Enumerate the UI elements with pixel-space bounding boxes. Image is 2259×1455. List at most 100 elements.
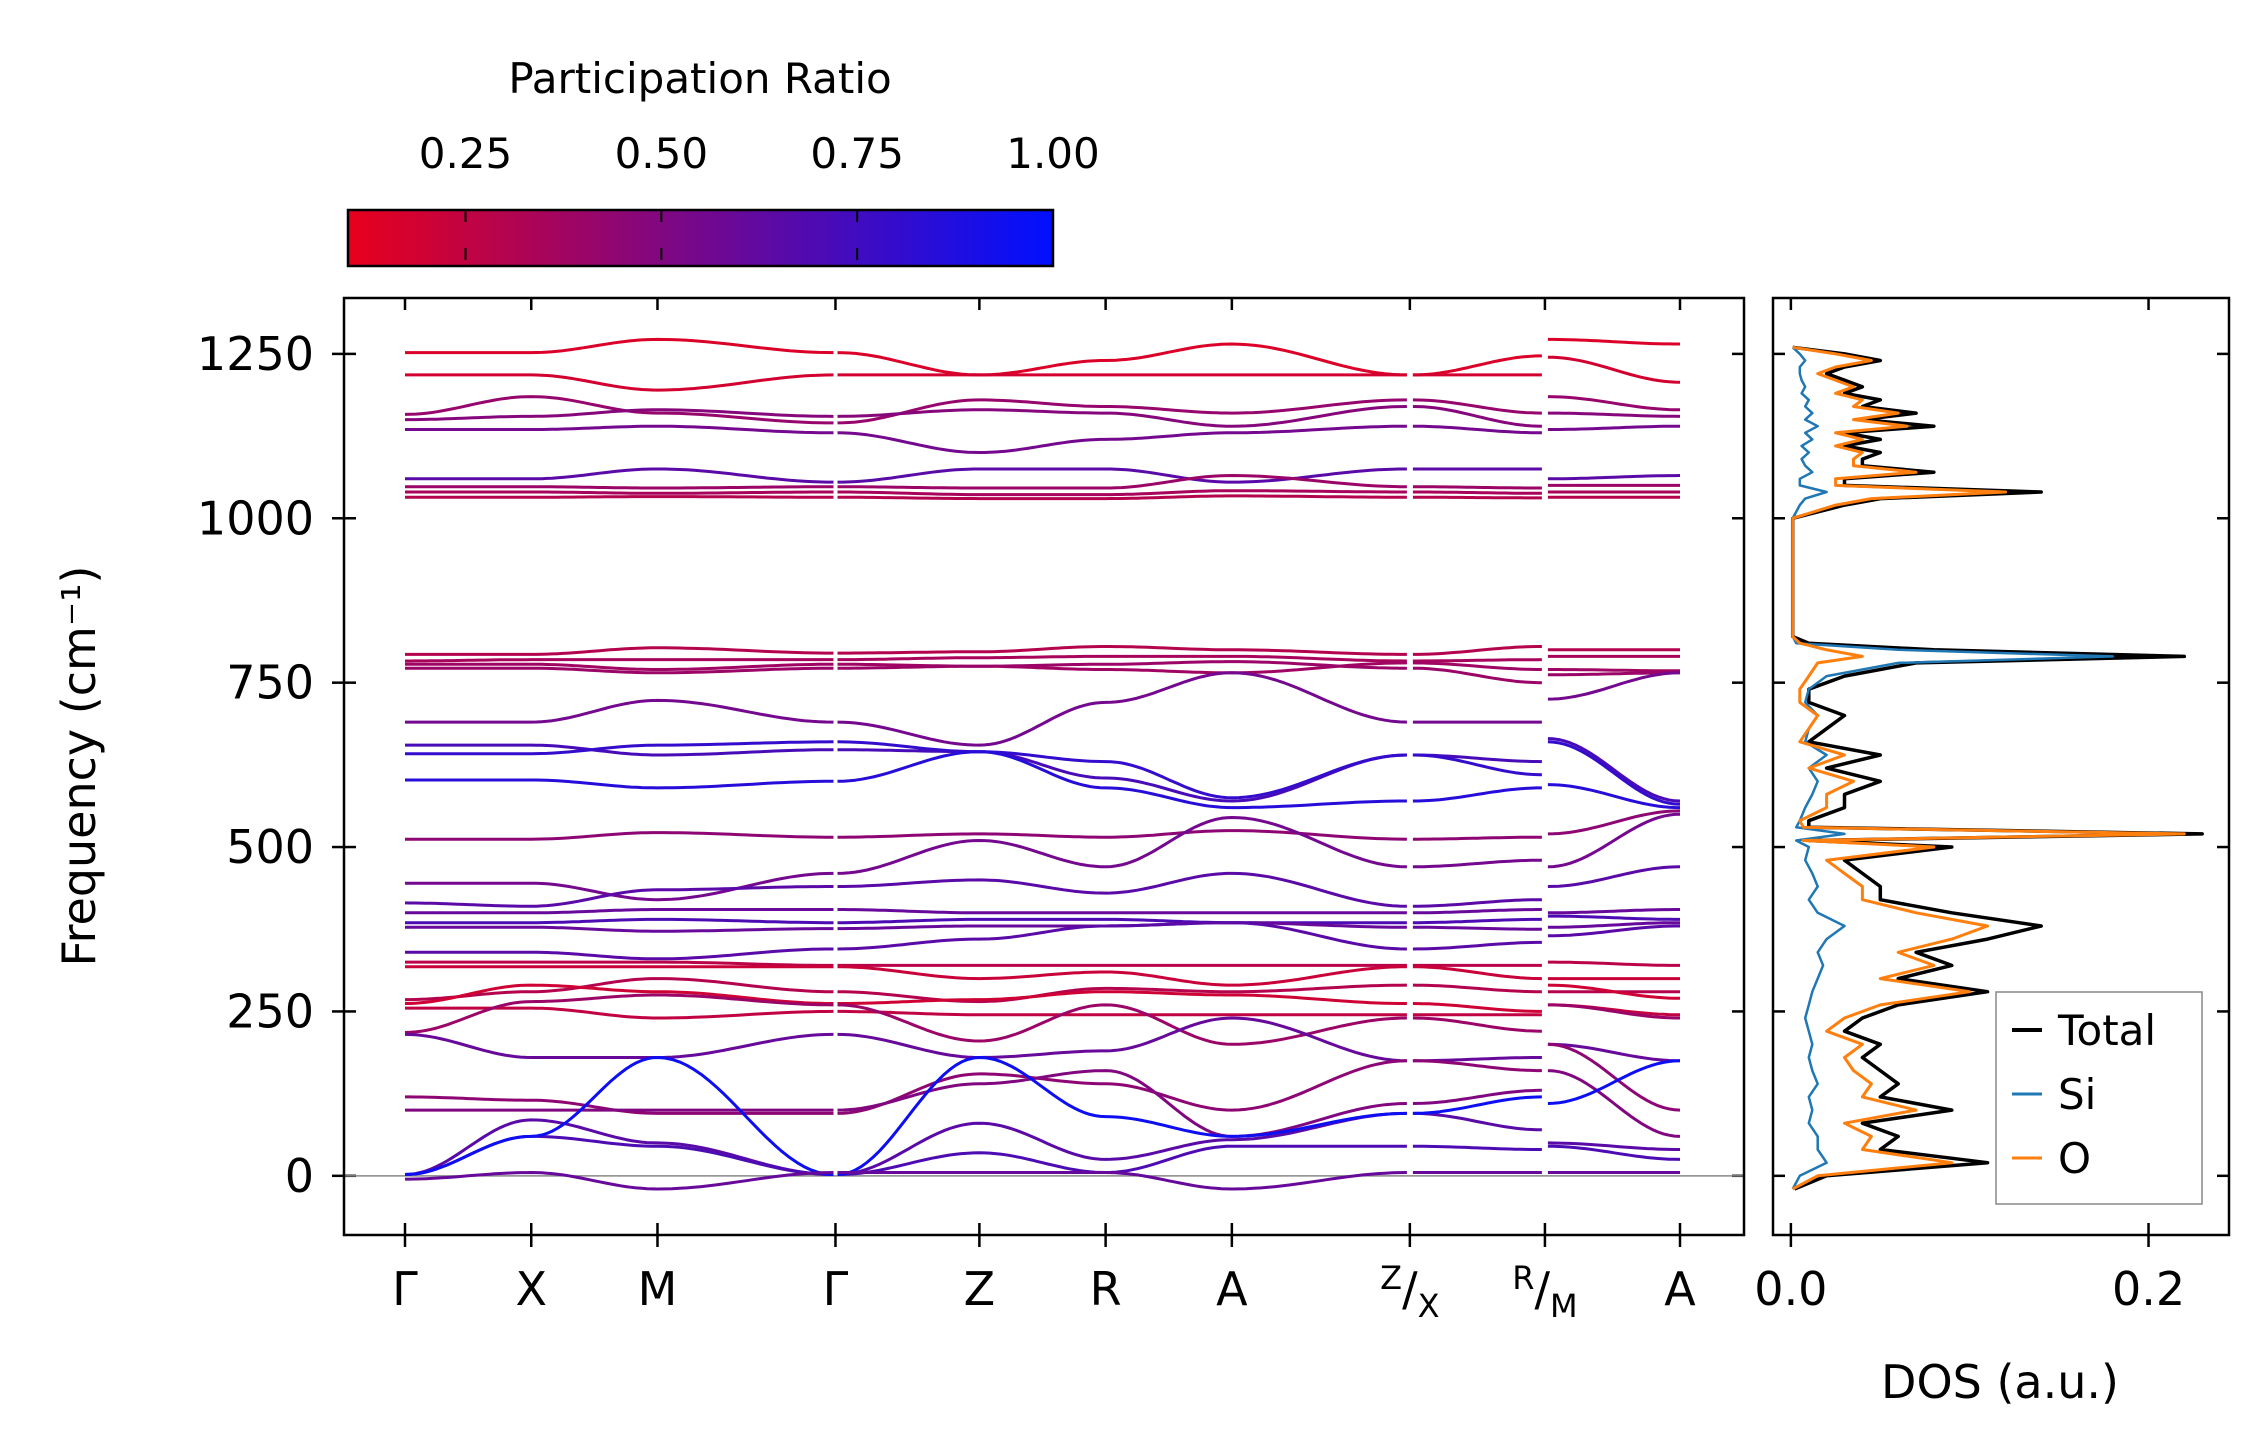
phonon-branch-b12-segment-3 — [1412, 661, 1542, 671]
phonon-branch-b21-segment-1 — [405, 908, 834, 915]
band-kpoint-labels: Γ X M Γ Z R A Z/XR/M A — [392, 1259, 1696, 1325]
phonon-branch-b29-segment-2 — [837, 1009, 1407, 1017]
phonon-branch-b11-segment-1 — [405, 658, 834, 663]
phonon-branch-b14-segment-4 — [1547, 671, 1681, 701]
dos-series-o — [1791, 345, 2186, 1191]
phonon-branch-b04-segment-3 — [1412, 405, 1542, 428]
phonon-branch-b04-segment-2 — [837, 405, 1407, 428]
phonon-branch-b18-segment-4 — [1547, 809, 1681, 836]
band-kpoint-label: Γ — [392, 1262, 418, 1316]
phonon-branch-b33-segment-3 — [1412, 1088, 1542, 1105]
phonon-branch-b03-segment-4 — [1547, 395, 1681, 412]
phonon-branch-b03-segment-2 — [837, 398, 1407, 425]
phonon-branch-b36-segment-3 — [1412, 1095, 1542, 1115]
phonon-branch-b13-segment-4 — [1547, 671, 1680, 677]
kpoint-slash: / — [1402, 1262, 1418, 1316]
phonon-branch-b12-segment-1 — [405, 662, 834, 671]
band-kpoint-label: X — [515, 1262, 547, 1316]
phonon-branch-b19-segment-2 — [837, 816, 1407, 875]
phonon-branch-b15-segment-2 — [837, 748, 1407, 803]
phonon-branch-b19-segment-3 — [1412, 858, 1542, 869]
phonon-branch-b19-segment-4 — [1547, 812, 1681, 869]
phonon-branch-b18-segment-1 — [405, 831, 834, 841]
phonon-branch-b35-segment-3 — [1412, 1144, 1542, 1151]
phonon-branch-b09-segment-2 — [837, 494, 1407, 501]
phonon-branch-b33-segment-4 — [1547, 1069, 1681, 1138]
band-kpoint-label: A — [1664, 1262, 1696, 1316]
phonon-branch-b36-segment-1 — [404, 1056, 834, 1176]
dos-legend: Total Si O — [1995, 991, 2203, 1205]
phonon-branch-b21-segment-4 — [1547, 908, 1680, 915]
phonon-branch-b20-segment-4 — [1547, 865, 1681, 888]
phonon-branch-b32-segment-1 — [405, 1095, 834, 1115]
phonon-branch-b08-segment-3 — [1412, 490, 1542, 495]
phonon-branch-b28-segment-3 — [1412, 1002, 1542, 1013]
band-kpoint-label: Γ — [823, 1262, 849, 1316]
phonon-branch-b11-segment-3 — [1412, 658, 1542, 663]
kpoint-superscript: Z — [1380, 1259, 1402, 1297]
phonon-branch-b03-segment-1 — [404, 395, 834, 425]
band-kpoint-label: Z/X — [1380, 1259, 1439, 1325]
band-kpoint-label: Z — [964, 1262, 996, 1316]
phonon-branch-b13-segment-2 — [837, 660, 1407, 670]
phonon-branch-b16-segment-4 — [1547, 740, 1681, 806]
phonon-branch-b33-segment-2 — [837, 1069, 1407, 1138]
phonon-branch-b34-segment-4 — [1547, 1141, 1680, 1151]
phonon-branch-b19-segment-1 — [405, 871, 834, 902]
colorbar-tick-label: 0.50 — [615, 129, 709, 178]
phonon-branch-b09-segment-3 — [1412, 495, 1542, 500]
phonon-branch-b05-segment-4 — [1547, 424, 1680, 431]
band-ytick-label: 1250 — [197, 327, 314, 381]
colorbar-tick-label: 1.00 — [1006, 129, 1100, 178]
phonon-branch-b27-segment-3 — [1412, 983, 1542, 994]
phonon-branch-b34-segment-1 — [404, 1118, 834, 1176]
phonon-branch-b30-segment-4 — [1547, 1003, 1680, 1020]
phonon-branch-b21-segment-3 — [1412, 908, 1542, 915]
phonon-branch-b23-segment-4 — [1547, 921, 1680, 929]
phonon-branch-b32-segment-2 — [837, 1059, 1407, 1115]
phonon-branch-b24-segment-2 — [837, 921, 1407, 951]
phonon-branch-b04-segment-1 — [405, 408, 834, 422]
phonon-branch-b07-segment-1 — [405, 485, 834, 490]
colorbar-ticks — [464, 210, 859, 266]
phonon-branch-b13-segment-3 — [1412, 666, 1542, 685]
phonon-branch-b02-segment-1 — [405, 373, 834, 392]
phonon-branch-b32-segment-4 — [1547, 1042, 1681, 1112]
phonon-branch-b18-segment-2 — [837, 829, 1407, 841]
phonon-branch-b07-segment-2 — [837, 474, 1407, 490]
kpoint-subscript: X — [1418, 1287, 1440, 1325]
band-ytick-label: 500 — [226, 820, 314, 874]
phonon-branch-b10-segment-1 — [405, 646, 834, 656]
colorbar-label: Participation Ratio — [508, 54, 891, 103]
phonon-branch-b01-segment-3 — [1412, 354, 1542, 377]
phonon-branch-b30-segment-2 — [837, 1003, 1407, 1046]
phonon-branch-b10-segment-2 — [837, 645, 1407, 656]
phonon-branch-b02-segment-4 — [1547, 355, 1681, 384]
phonon-branch-b08-segment-2 — [837, 489, 1407, 497]
phonon-branch-b15-segment-4 — [1547, 737, 1681, 803]
phonon-branch-b03-segment-3 — [1412, 398, 1542, 415]
phonon-branch-b36-segment-2 — [837, 1056, 1407, 1176]
phonon-branch-b18-segment-3 — [1412, 835, 1542, 841]
phonon-branch-b23-segment-3 — [1412, 925, 1542, 931]
phonon-branch-b29-segment-1 — [405, 1006, 834, 1020]
phonon-branch-b01-segment-4 — [1547, 337, 1680, 346]
phonon-branch-b22-segment-4 — [1547, 914, 1680, 921]
phonon-branch-b06-segment-4 — [1547, 474, 1681, 481]
phonon-branch-b05-segment-3 — [1412, 424, 1542, 435]
dos-xtick-label: 0.2 — [2112, 1262, 2185, 1316]
phonon-branch-b20-segment-1 — [404, 885, 834, 908]
phonon-branch-b04-segment-4 — [1547, 411, 1681, 418]
legend-box — [1995, 991, 2203, 1205]
phonon-branch-b37-segment-1 — [405, 1171, 834, 1191]
phonon-branch-b21-segment-2 — [837, 908, 1407, 915]
colorbar-tick-labels: 0.25 0.50 0.75 1.00 — [419, 129, 1100, 178]
phonon-branch-b32-segment-3 — [1412, 1059, 1542, 1073]
band-axis-ticks — [332, 298, 1744, 1247]
phonon-branch-b28-segment-1 — [405, 983, 834, 1005]
phonon-branch-b16-segment-1 — [405, 740, 834, 756]
colorbar-tick-label: 0.25 — [419, 129, 513, 178]
phonon-branch-b24-segment-4 — [1547, 924, 1680, 938]
phonon-branch-b25-segment-1 — [405, 960, 834, 967]
